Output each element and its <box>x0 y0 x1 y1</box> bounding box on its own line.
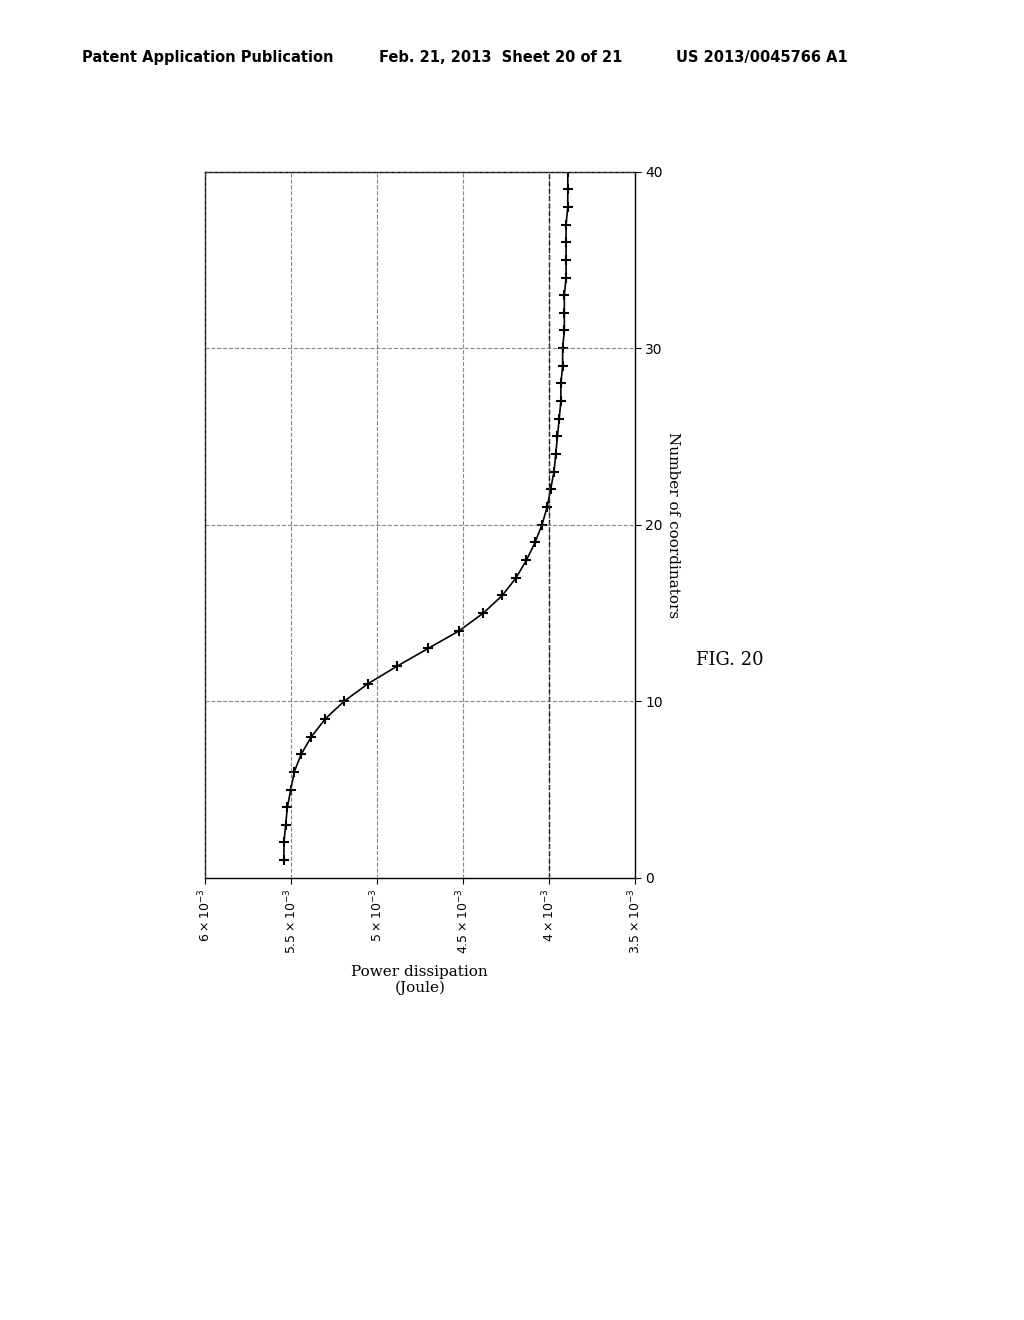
Text: Patent Application Publication: Patent Application Publication <box>82 50 334 65</box>
Y-axis label: Number of coordinators: Number of coordinators <box>666 432 680 618</box>
Text: US 2013/0045766 A1: US 2013/0045766 A1 <box>676 50 848 65</box>
Text: FIG. 20: FIG. 20 <box>696 651 764 669</box>
Text: Feb. 21, 2013  Sheet 20 of 21: Feb. 21, 2013 Sheet 20 of 21 <box>379 50 623 65</box>
X-axis label: Power dissipation
(Joule): Power dissipation (Joule) <box>351 965 488 995</box>
